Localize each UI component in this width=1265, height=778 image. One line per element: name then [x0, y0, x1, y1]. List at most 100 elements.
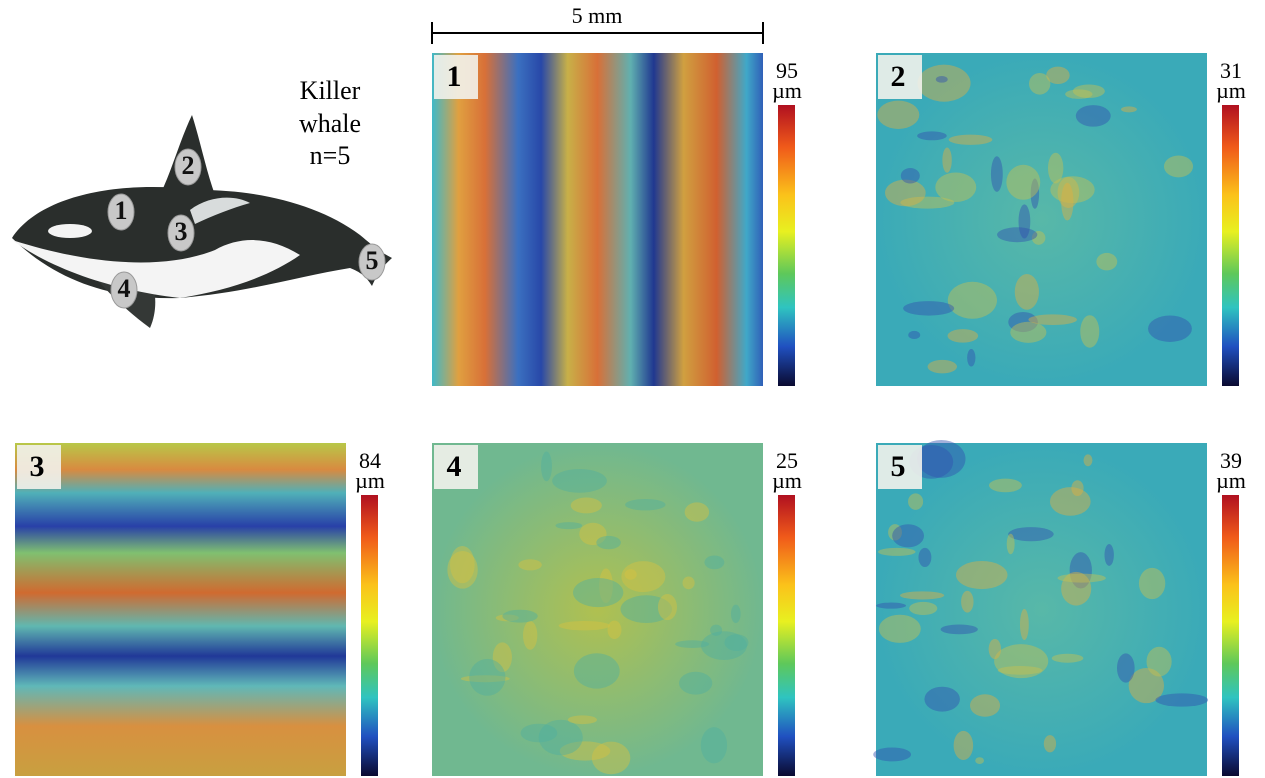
panel-label: 4: [447, 450, 462, 483]
texture: [956, 561, 1007, 589]
texture: [608, 621, 622, 639]
texture: [704, 555, 724, 569]
texture: [523, 621, 537, 650]
colorbar: [361, 495, 378, 776]
texture: [568, 715, 597, 724]
texture: [892, 524, 924, 547]
texture: [1029, 73, 1050, 95]
texture: [997, 227, 1037, 242]
texture: [1050, 487, 1091, 516]
texture: [685, 502, 710, 521]
texture: [949, 135, 993, 145]
texture: [541, 451, 552, 481]
texture: [450, 546, 475, 583]
texture: [961, 591, 973, 613]
texture: [1117, 653, 1135, 682]
texture: [1028, 314, 1076, 325]
texture: [948, 282, 997, 319]
whale-marker-label: 1: [115, 196, 128, 225]
texture: [592, 742, 630, 775]
texture: [917, 65, 970, 102]
texture: [596, 536, 621, 549]
texture: [876, 603, 906, 609]
texture: [954, 731, 974, 760]
texture: [1010, 322, 1046, 343]
texture: [917, 131, 947, 140]
texture: [625, 499, 665, 510]
whale-marker-label: 4: [118, 274, 131, 303]
colorbar-unit: µm: [772, 78, 802, 103]
texture: [1015, 274, 1039, 310]
species-label: n=5: [310, 141, 351, 170]
texture: [1139, 568, 1165, 599]
texture: [989, 639, 1001, 659]
texture: [679, 672, 712, 695]
texture: [1147, 647, 1172, 677]
texture: [1121, 106, 1137, 112]
texture: [941, 624, 978, 634]
panel-label: 1: [447, 60, 462, 93]
texture: [1058, 574, 1106, 583]
colorbar: [1222, 105, 1239, 386]
texture: [518, 559, 541, 570]
texture: [998, 666, 1043, 675]
texture: [1052, 654, 1084, 663]
height-map: [15, 443, 346, 776]
texture: [675, 640, 709, 648]
texture: [967, 349, 975, 367]
texture: [991, 156, 1003, 192]
texture: [559, 621, 610, 630]
texture: [948, 329, 979, 343]
texture: [1148, 315, 1192, 341]
texture: [731, 605, 741, 623]
texture: [1020, 609, 1029, 640]
texture: [571, 497, 602, 513]
texture: [942, 148, 951, 173]
texture: [1104, 544, 1113, 566]
texture: [724, 634, 748, 651]
figure: 5 mm Killer whale n=5 12345195µm231µm384…: [0, 0, 1265, 778]
texture: [1006, 165, 1040, 200]
texture: [885, 180, 926, 207]
texture: [683, 576, 695, 589]
whale-marker-label: 2: [182, 151, 195, 180]
texture: [556, 522, 583, 529]
colorbar: [778, 105, 795, 386]
texture: [658, 594, 677, 620]
texture: [502, 610, 537, 623]
texture: [1096, 253, 1117, 271]
texture: [970, 694, 1000, 717]
scale-label: 5 mm: [572, 3, 623, 28]
texture: [469, 659, 505, 696]
texture: [1164, 156, 1193, 178]
texture: [1155, 693, 1208, 706]
texture: [1065, 89, 1092, 98]
texture: [574, 653, 620, 688]
texture: [573, 578, 623, 607]
colorbar: [778, 495, 795, 776]
texture: [878, 548, 916, 556]
texture: [901, 168, 920, 183]
texture: [928, 360, 957, 373]
texture: [1080, 315, 1099, 348]
texture: [975, 757, 984, 764]
colorbar-unit: µm: [1216, 78, 1246, 103]
panel-label: 2: [891, 60, 906, 93]
colorbar-unit: µm: [355, 468, 385, 493]
texture: [989, 479, 1022, 493]
colorbar: [1222, 495, 1239, 776]
texture: [625, 569, 637, 580]
species-label: Killer: [300, 76, 361, 105]
texture: [877, 101, 919, 129]
height-map: [432, 443, 763, 776]
texture: [873, 747, 911, 761]
texture: [1084, 454, 1093, 466]
texture: [1044, 735, 1056, 752]
texture: [1008, 527, 1054, 541]
texture: [552, 469, 607, 493]
texture: [924, 687, 959, 712]
texture: [879, 615, 921, 643]
texture: [935, 172, 976, 202]
texture: [701, 727, 727, 763]
whale-marker-label: 3: [175, 217, 188, 246]
